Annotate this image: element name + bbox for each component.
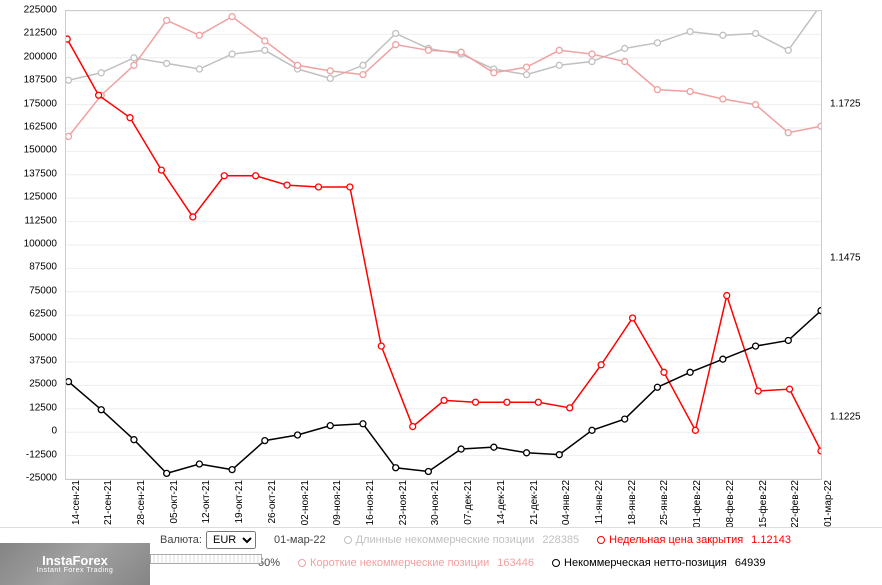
x-tick: 26-окт-21 <box>267 480 278 524</box>
y-left-tick: -25000 <box>26 473 57 484</box>
y-left-tick: 187500 <box>24 75 57 86</box>
y-left-tick: 0 <box>51 426 57 437</box>
y-left-tick: -12500 <box>26 449 57 460</box>
legend-close: Недельная цена закрытия 1.12143 <box>597 534 791 546</box>
x-tick: 04-янв-22 <box>561 480 572 525</box>
x-tick: 01-мар-22 <box>823 480 834 527</box>
y-left-tick: 212500 <box>24 28 57 39</box>
currency-select[interactable]: EUR <box>206 531 256 549</box>
y-left-tick: 12500 <box>29 402 57 413</box>
x-tick: 22-фев-22 <box>790 480 801 528</box>
instaforex-watermark: InstaForex Instant Forex Trading <box>0 543 150 585</box>
x-tick: 05-окт-21 <box>169 480 180 524</box>
y-left-tick: 112500 <box>24 215 57 226</box>
y-left-tick: 125000 <box>24 192 57 203</box>
x-tick: 11-янв-22 <box>594 480 605 524</box>
y-left-tick: 75000 <box>29 285 57 296</box>
watermark-subtitle: Instant Forex Trading <box>37 567 114 574</box>
legend-short: Короткие некоммерческие позиции 163446 <box>298 557 534 569</box>
legend-dot-short <box>298 559 306 567</box>
x-tick: 09-ноя-21 <box>332 480 343 525</box>
x-axis-labels: 14-сен-21 21-сен-21 28-сен-21 05-окт-21 12-о… <box>65 480 822 525</box>
legend-close-label: Недельная цена закрытия <box>609 534 743 546</box>
legend-long-label: Длинные некоммерческие позиции <box>356 534 535 546</box>
y-left-tick: 62500 <box>29 309 57 320</box>
x-tick: 14-сен-21 <box>71 480 82 525</box>
currency-label: Валюта: <box>160 534 202 546</box>
legend-long: Длинные некоммерческие позиции 228385 <box>344 534 580 546</box>
y-left-tick: 200000 <box>24 51 57 62</box>
x-tick: 21-сен-21 <box>103 480 114 525</box>
legend-dot-net <box>552 559 560 567</box>
chart-svg <box>66 11 821 479</box>
x-tick: 30-ноя-21 <box>430 480 441 525</box>
y-left-tick: 50000 <box>29 332 57 343</box>
y-left-tick: 87500 <box>29 262 57 273</box>
chart-container: -25000 -12500 0 12500 25000 37500 50000 62500 75… <box>5 5 877 525</box>
y-left-tick: 25000 <box>29 379 57 390</box>
x-tick: 15-фев-22 <box>758 480 769 528</box>
x-tick: 16-ноя-21 <box>365 480 376 525</box>
legend-net-label: Некоммерческая нетто-позиция <box>564 557 727 569</box>
legend-long-value: 228385 <box>542 534 579 546</box>
y-left-tick: 137500 <box>24 168 57 179</box>
y-left-tick: 150000 <box>24 145 57 156</box>
y-left-tick: 225000 <box>24 5 57 16</box>
footer-date: 01-мар-22 <box>274 534 326 546</box>
y-right-tick: 1.1225 <box>830 412 861 423</box>
y-right-axis-labels: 1.1225 1.1475 1.1725 <box>827 10 877 480</box>
x-tick: 21-дек-21 <box>529 480 540 525</box>
x-tick: 19-окт-21 <box>234 480 245 524</box>
x-tick: 14-дек-21 <box>496 480 507 525</box>
legend-dot-long <box>344 536 352 544</box>
x-tick: 02-ноя-21 <box>300 480 311 525</box>
legend-close-value: 1.12143 <box>751 534 791 546</box>
plot-area <box>65 10 822 480</box>
x-tick: 28-сен-21 <box>136 480 147 525</box>
y-right-tick: 1.1475 <box>830 253 861 264</box>
x-tick: 23-ноя-21 <box>398 480 409 525</box>
legend-short-label: Короткие некоммерческие позиции <box>310 557 489 569</box>
watermark-title: InstaForex <box>42 554 108 567</box>
x-tick: 07-дек-21 <box>463 480 474 525</box>
legend-short-value: 163446 <box>497 557 534 569</box>
x-tick: 08-фев-22 <box>725 480 736 528</box>
x-tick: 01-фев-22 <box>692 480 703 528</box>
slider-ruler[interactable] <box>150 554 262 564</box>
x-tick: 18-янв-22 <box>627 480 638 525</box>
y-left-tick: 100000 <box>24 239 57 250</box>
y-left-tick: 175000 <box>24 98 57 109</box>
legend-net-value: 64939 <box>735 557 766 569</box>
y-left-tick: 37500 <box>29 356 57 367</box>
legend-net: Некоммерческая нетто-позиция 64939 <box>552 557 765 569</box>
y-right-tick: 1.1725 <box>830 98 861 109</box>
chart-footer: Валюта: EUR 01-мар-22 Длинные некоммерче… <box>0 527 882 585</box>
y-left-axis-labels: -25000-125000125002500037500500006250075… <box>5 10 60 480</box>
x-tick: 12-окт-21 <box>201 480 212 524</box>
legend-dot-close <box>597 536 605 544</box>
x-tick: 25-янв-22 <box>659 480 670 525</box>
y-left-tick: 162500 <box>24 122 57 133</box>
